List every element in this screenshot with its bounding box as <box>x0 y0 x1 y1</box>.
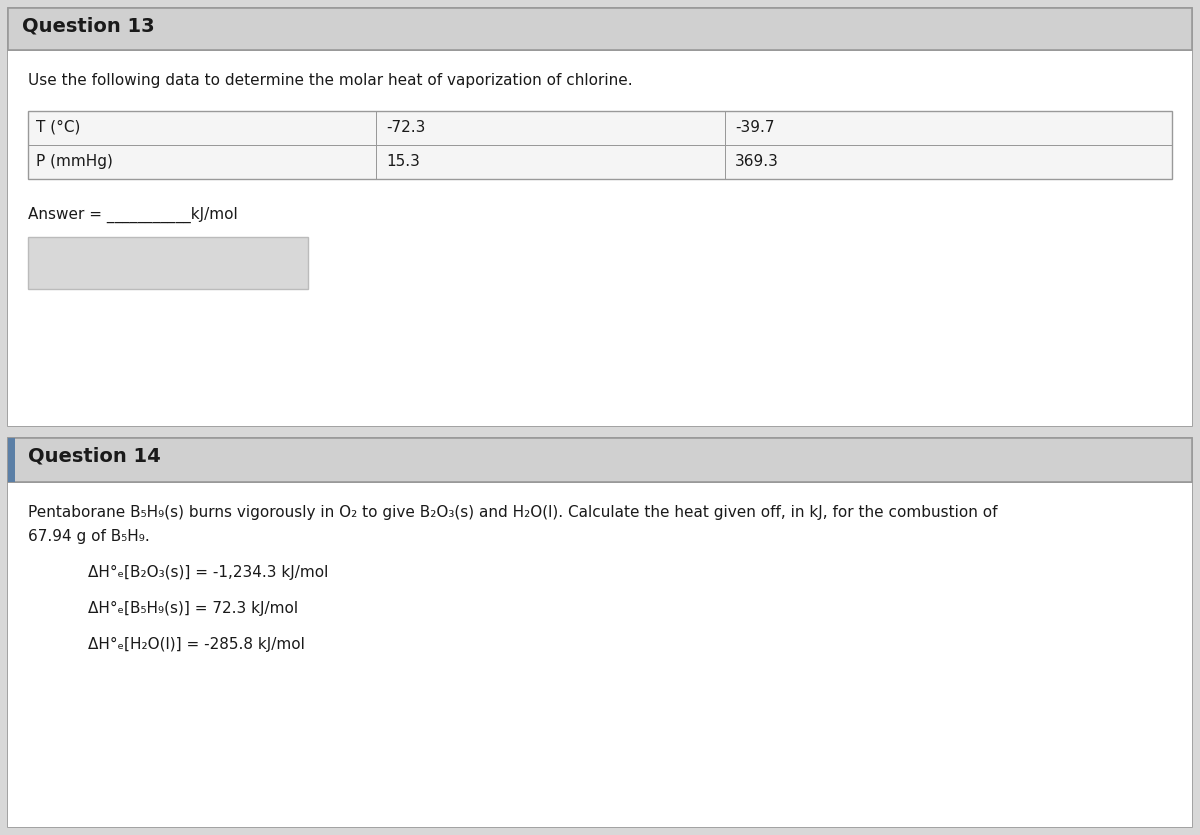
Bar <box>28 111 1172 179</box>
Bar <box>8 438 1192 827</box>
Text: Use the following data to determine the molar heat of vaporization of chlorine.: Use the following data to determine the … <box>28 73 632 88</box>
Text: P (mmHg): P (mmHg) <box>36 154 113 169</box>
Bar <box>8 438 14 482</box>
Text: T (°C): T (°C) <box>36 120 80 135</box>
Bar <box>8 8 1192 50</box>
Bar <box>8 482 1192 483</box>
Text: 369.3: 369.3 <box>734 154 779 169</box>
Bar <box>28 145 1172 146</box>
Bar <box>8 483 1192 827</box>
Text: Pentaborane B₅H₉(s) burns vigorously in O₂ to give B₂O₃(s) and H₂O(l). Calculate: Pentaborane B₅H₉(s) burns vigorously in … <box>28 505 997 520</box>
Text: 67.94 g of B₅H₉.: 67.94 g of B₅H₉. <box>28 529 150 544</box>
Text: ΔH°ₑ[B₅H₉(s)] = 72.3 kJ/mol: ΔH°ₑ[B₅H₉(s)] = 72.3 kJ/mol <box>88 601 298 616</box>
Text: Answer = ___________kJ/mol: Answer = ___________kJ/mol <box>28 207 238 223</box>
Text: -39.7: -39.7 <box>734 120 774 135</box>
Bar <box>28 237 308 289</box>
Bar <box>8 8 1192 426</box>
Bar <box>8 51 1192 426</box>
Text: Question 14: Question 14 <box>28 446 161 465</box>
Text: ΔH°ₑ[H₂O(l)] = -285.8 kJ/mol: ΔH°ₑ[H₂O(l)] = -285.8 kJ/mol <box>88 637 305 652</box>
Text: Question 13: Question 13 <box>22 16 155 35</box>
Text: 15.3: 15.3 <box>386 154 420 169</box>
Bar <box>8 438 1192 482</box>
Text: ΔH°ₑ[B₂O₃(s)] = -1,234.3 kJ/mol: ΔH°ₑ[B₂O₃(s)] = -1,234.3 kJ/mol <box>88 565 329 580</box>
Text: -72.3: -72.3 <box>386 120 425 135</box>
Bar <box>8 50 1192 51</box>
